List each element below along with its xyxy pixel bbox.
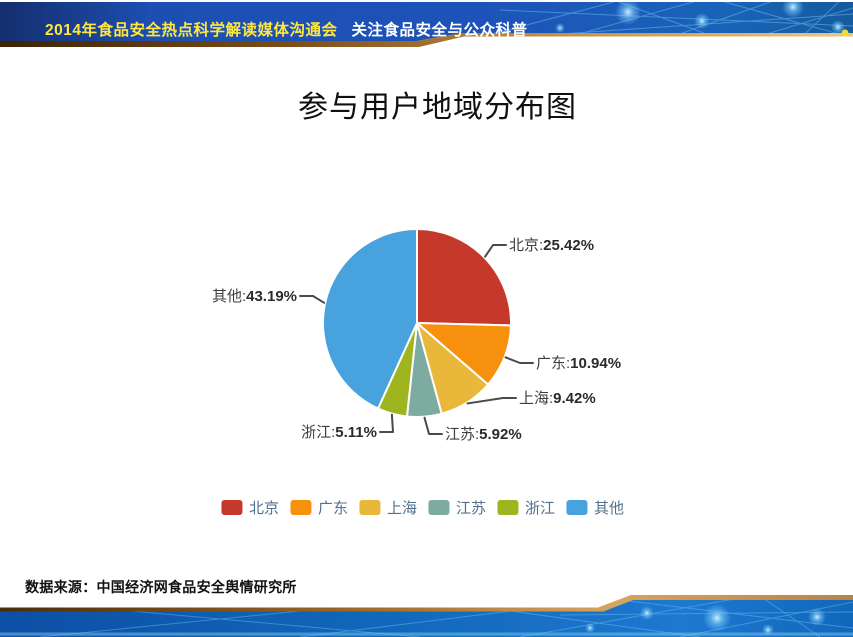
- pie-slice-0: [416, 228, 512, 327]
- footer-blue-band: [0, 600, 853, 637]
- slide-title: 参与用户地域分布图: [298, 91, 577, 124]
- legend-swatch-4: [497, 500, 519, 515]
- legend-swatch-1: [289, 500, 311, 515]
- pie-slice-5: [322, 228, 418, 410]
- pie-label-0: 北京:25.42%: [509, 237, 594, 254]
- pie-slice-3: [405, 322, 443, 418]
- footer-gold-trim: [0, 595, 853, 612]
- pie-leader-5: [299, 295, 326, 304]
- pie-slice-4: [376, 322, 418, 418]
- legend-label-1: 广东: [317, 500, 348, 517]
- header-title-right: 关注食品安全与公众科普: [351, 22, 528, 39]
- footer-source: 数据来源：中国经济网食品安全舆情研究所: [25, 579, 297, 595]
- pie-label-3: 江苏:5.92%: [445, 426, 522, 443]
- header-title-left: 2014年食品安全热点科学解读媒体沟通会: [45, 22, 338, 39]
- legend-swatch-5: [566, 500, 588, 515]
- legend-item-1: 广东: [289, 497, 348, 518]
- header-banner: [0, 2, 853, 47]
- header-glow-dots: [555, 2, 845, 41]
- legend-swatch-0: [220, 500, 242, 515]
- pie-leader-2: [466, 397, 517, 405]
- pie-leader-4: [379, 413, 394, 433]
- legend-label-5: 其他: [594, 500, 625, 517]
- pie-leader-3: [423, 416, 443, 435]
- pie-label-4: 浙江:5.11%: [301, 424, 377, 441]
- legend-item-0: 北京: [220, 497, 279, 518]
- footer-bottom-strip: [0, 632, 853, 636]
- pie-slice-2: [416, 322, 490, 415]
- header-gold-trim: [0, 33, 853, 47]
- header-title: 2014年食品安全热点科学解读媒体沟通会 关注食品安全与公众科普: [45, 18, 528, 40]
- legend-swatch-3: [428, 500, 449, 515]
- chart-legend: 北京 广东 上海 江苏 浙江 其他: [220, 497, 624, 518]
- legend-label-3: 江苏: [456, 500, 487, 517]
- footer-glow-dots: [585, 604, 826, 636]
- pie-label-2: 上海:9.42%: [519, 390, 596, 407]
- legend-item-4: 浙江: [497, 497, 555, 518]
- legend-label-0: 北京: [248, 500, 279, 517]
- pie-leader-0: [484, 244, 507, 258]
- legend-label-4: 浙江: [525, 500, 556, 517]
- pie-label-1: 广东:10.94%: [536, 355, 621, 372]
- pie-label-5: 其他:43.19%: [212, 288, 297, 305]
- legend-item-3: 江苏: [428, 497, 486, 518]
- header-accent-dot: [841, 29, 849, 37]
- legend-item-2: 上海: [358, 497, 417, 518]
- pie-leader-1: [504, 356, 534, 364]
- legend-swatch-2: [358, 500, 380, 515]
- legend-item-5: 其他: [566, 497, 624, 518]
- legend-label-2: 上海: [386, 500, 417, 517]
- footer-banner: [0, 595, 853, 637]
- pie-slice-1: [416, 322, 512, 386]
